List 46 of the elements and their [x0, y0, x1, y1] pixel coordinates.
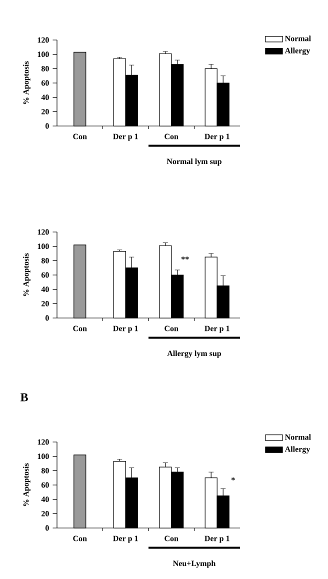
chart-title: B — [20, 393, 28, 402]
x-tick-label: Der p 1 — [113, 536, 138, 543]
x-tick-label: Con — [73, 326, 87, 332]
annotation: ** — [181, 256, 189, 260]
y-axis-title: % Apoptosis — [23, 61, 30, 104]
y-tick-label: 80 — [41, 468, 49, 474]
y-tick-label: 100 — [38, 454, 49, 460]
y-tick-label: 0 — [45, 525, 49, 531]
y-tick-label: 80 — [41, 258, 49, 264]
y-tick-label: 20 — [42, 510, 49, 516]
y-tick-label: 40 — [41, 286, 49, 292]
x-tick-label: Der p 1 — [113, 326, 138, 333]
y-tick-label: 60 — [41, 80, 49, 86]
y-tick-label: 0 — [45, 123, 49, 129]
y-tick-label: 20 — [42, 108, 49, 114]
y-axis-title: % Apoptosis — [23, 253, 30, 296]
y-tick-label: 120 — [38, 229, 49, 235]
y-tick-label: 40 — [41, 94, 49, 100]
annotation: * — [231, 477, 235, 480]
y-tick-label: 40 — [41, 496, 49, 502]
text: Normal lym sup — [166, 158, 222, 166]
x-tick-label: Con — [164, 134, 178, 140]
y-axis-title: % Apoptosis — [23, 463, 30, 506]
legend-label: Allergy — [284, 446, 310, 454]
y-tick-label: 120 — [38, 37, 49, 43]
x-tick-label: Der p 1 — [204, 134, 230, 141]
y-tick-label: 20 — [42, 300, 49, 306]
y-tick-label: 60 — [41, 272, 49, 278]
x-tick-label: Con — [73, 536, 87, 542]
y-tick-label: 80 — [41, 66, 49, 72]
text: Allergy lym sup — [167, 350, 222, 358]
legend-label: Allergy — [284, 48, 310, 55]
legend-label: Normal — [284, 434, 311, 440]
x-tick-label: Der p 1 — [204, 536, 230, 543]
y-tick-label: 0 — [45, 315, 49, 321]
y-tick-label: 120 — [38, 439, 49, 445]
x-tick-label: Con — [164, 536, 178, 542]
text: Neu+Lymph — [173, 560, 216, 568]
y-tick-label: 100 — [38, 52, 49, 58]
y-tick-label: 100 — [38, 244, 49, 250]
y-tick-label: 60 — [41, 482, 49, 488]
x-tick-label: Der p 1 — [204, 326, 230, 333]
x-tick-label: Con — [73, 134, 87, 140]
legend-label: Normal — [284, 36, 311, 42]
x-tick-label: Der p 1 — [113, 134, 138, 141]
x-tick-label: Con — [164, 326, 178, 332]
